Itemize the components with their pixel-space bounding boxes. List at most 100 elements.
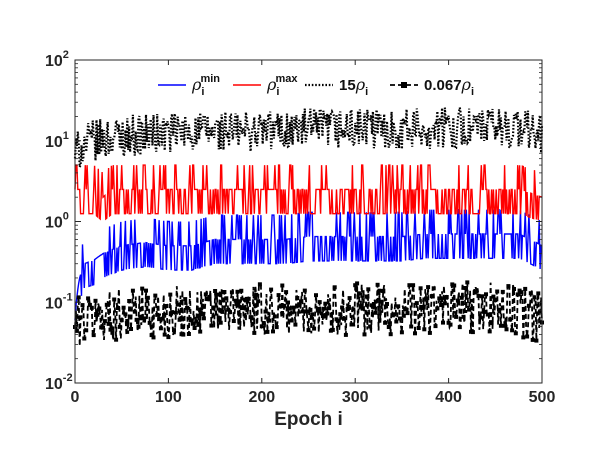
series-marker-3 [186,332,191,336]
x-tick-label: 500 [529,389,556,406]
series-marker-3 [213,289,218,293]
series-marker-3 [192,326,197,330]
series-marker-3 [519,290,524,295]
legend-label-2: 15ρi [339,75,368,98]
legend: ρimin ρimax 15ρi 0.067ρi [158,73,474,98]
series-marker-3 [91,333,96,338]
series-marker-3 [177,317,182,322]
series-marker-3 [185,305,190,310]
series-marker-3 [226,307,231,312]
series-marker-3 [196,322,201,327]
series-marker-3 [457,325,462,330]
series-marker-3 [399,330,404,335]
x-tick-label: 200 [248,389,275,406]
series-marker-3 [506,284,511,289]
series-marker-3 [484,292,488,297]
series-marker-3 [493,298,498,303]
series-marker-3 [84,328,89,333]
series-marker-3 [401,313,406,318]
series-marker-3 [207,297,212,302]
series-marker-3 [151,335,156,340]
series-marker-3 [360,306,365,311]
series-marker-3 [452,283,457,288]
series-marker-3 [153,293,158,298]
series-marker-3 [127,299,132,303]
series-marker-3 [269,287,274,292]
series-marker-3 [276,293,281,298]
series-marker-3 [157,317,162,322]
series-marker-3 [491,294,496,299]
legend-label-0: ρimin [191,73,220,98]
series-marker-3 [513,331,518,336]
series-marker-3 [381,289,386,293]
series-marker-3 [435,306,440,311]
series-marker-3 [317,300,322,305]
series-marker-3 [351,307,356,312]
series-marker-3 [385,302,389,306]
series-marker-3 [74,328,79,333]
series-marker-3 [431,286,436,291]
series-marker-3 [480,294,485,299]
x-tick-label: 100 [155,389,182,406]
series-marker-3 [332,285,337,290]
series-marker-3 [536,291,541,296]
series-marker-3 [467,307,472,312]
series-marker-3 [257,282,262,287]
series-marker-3 [411,283,416,288]
series-marker-3 [145,295,150,300]
series-marker-3 [424,296,429,301]
series-marker-3 [299,299,303,304]
series-marker-3 [375,282,380,287]
plot-area [73,107,544,347]
series-marker-3 [420,305,425,309]
series-marker-3 [222,290,227,294]
series-marker-3 [502,323,507,328]
series-marker-3 [340,305,345,310]
series-marker-3 [89,305,94,310]
series-marker-3 [371,302,376,306]
series-marker-3 [233,298,238,303]
series-marker-3 [97,306,102,311]
series-marker-3 [188,318,193,323]
series-marker-3 [356,291,361,296]
series-marker-3 [116,306,120,310]
series-marker-3 [362,332,367,337]
series-marker-3 [201,316,206,321]
series-marker-3 [396,304,401,309]
series-marker-3 [532,295,537,300]
series-marker-3 [398,316,402,321]
series-marker-3 [442,301,447,306]
y-tick-label: 101 [45,130,69,151]
series-marker-3 [250,321,255,326]
series-marker-3 [478,315,483,320]
series-marker-3 [454,314,459,319]
series-marker-3 [343,332,348,337]
series-marker-3 [319,311,324,316]
series-marker-3 [261,321,266,325]
series-marker-3 [129,327,133,331]
series-marker-3 [413,331,417,336]
series-marker-3 [102,319,107,324]
series-marker-3 [220,309,225,314]
series-marker-3 [278,304,283,309]
series-marker-3 [291,305,296,310]
series-marker-3 [252,330,257,335]
series-marker-3 [162,332,167,337]
series-marker-3 [224,296,229,301]
series-marker-3 [173,310,178,315]
series-marker-3 [336,318,341,323]
series-marker-3 [366,287,371,292]
series-marker-3 [386,325,391,329]
series-marker-3 [325,311,330,316]
series-marker-3 [379,299,384,304]
series-marker-3 [158,326,163,331]
series-marker-3 [144,288,148,293]
series-marker-3 [170,310,175,315]
series-marker-3 [474,289,479,294]
series-marker-3 [142,316,147,321]
series-marker-3 [358,304,363,309]
legend-label-1: ρimax [266,73,298,98]
series-marker-3 [338,312,343,317]
series-marker-3 [347,296,352,301]
series-marker-3 [364,294,369,299]
